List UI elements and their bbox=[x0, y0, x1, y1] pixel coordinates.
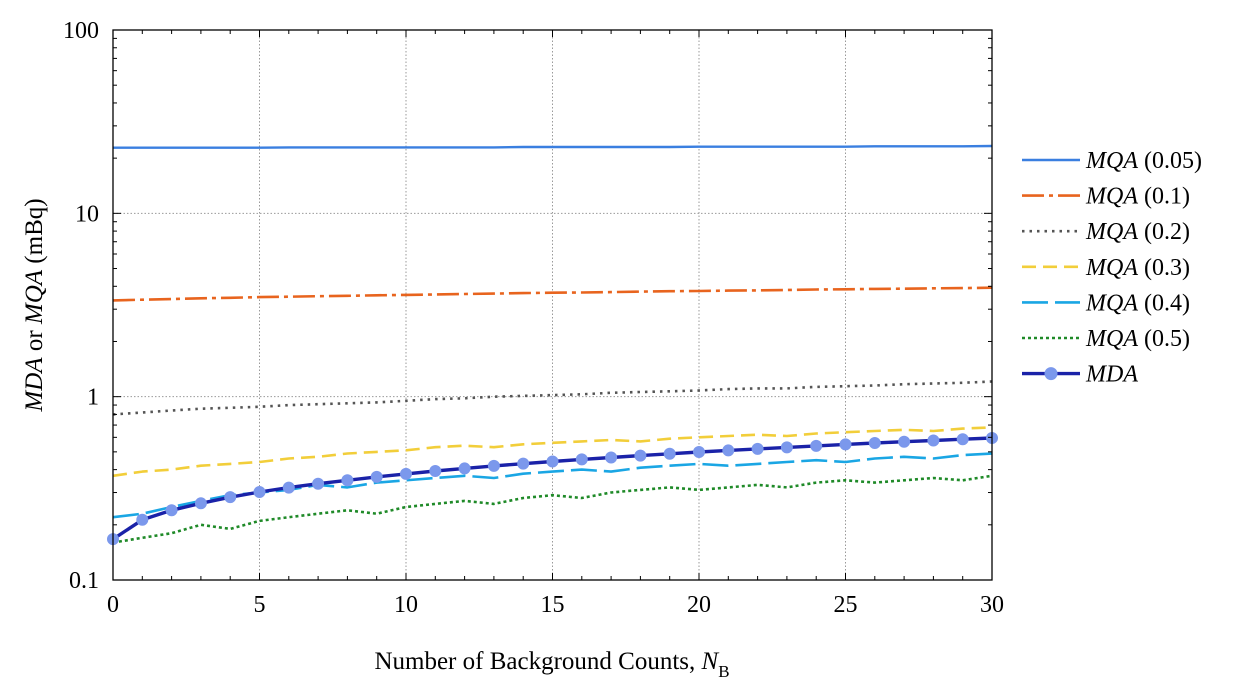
y-axis-label-unit: (mBq) bbox=[21, 198, 48, 270]
mda-data-point bbox=[546, 455, 559, 468]
series-line-0 bbox=[113, 144, 993, 149]
mda-data-point bbox=[194, 497, 207, 510]
legend-entry-4: MQA (0.4) bbox=[1085, 290, 1190, 316]
mda-data-point bbox=[341, 474, 354, 487]
legend-entry-name: MQA bbox=[1085, 219, 1138, 245]
mda-data-point bbox=[165, 504, 178, 517]
legend-entry-param: (0.05) bbox=[1138, 148, 1202, 174]
mda-data-point bbox=[780, 441, 793, 454]
axis-ticks bbox=[112, 29, 993, 581]
legend-entry-name: MDA bbox=[1085, 362, 1138, 388]
mda-data-point bbox=[810, 439, 823, 452]
x-axis-label-var: N bbox=[701, 648, 720, 675]
mda-data-point bbox=[898, 435, 911, 448]
series-line-5 bbox=[112, 474, 993, 544]
mda-data-point bbox=[370, 470, 383, 483]
mda-data-point bbox=[253, 485, 266, 498]
mda-data-point bbox=[429, 465, 442, 478]
legend-entry-param: (0.5) bbox=[1138, 326, 1190, 352]
legend-entry-1: MQA (0.1) bbox=[1085, 184, 1190, 210]
x-tick-label: 10 bbox=[394, 592, 418, 618]
mda-data-point bbox=[839, 438, 852, 451]
x-axis-label: Number of Background Counts, NB bbox=[374, 648, 729, 681]
legend: MQA (0.05)MQA (0.1)MQA (0.2)MQA (0.3)MQA… bbox=[1022, 148, 1202, 388]
legend-entry-6: MDA bbox=[1085, 362, 1138, 388]
x-axis-label-sub: B bbox=[718, 662, 729, 681]
mda-data-point bbox=[751, 442, 764, 455]
x-tick-label: 15 bbox=[541, 592, 565, 618]
y-tick-label: 0.1 bbox=[69, 568, 99, 594]
y-tick-label: 100 bbox=[63, 18, 99, 44]
legend-entry-param: (0.1) bbox=[1138, 184, 1190, 210]
legend-entry-2: MQA (0.2) bbox=[1085, 219, 1190, 245]
legend-entry-name: MQA bbox=[1085, 148, 1138, 174]
mda-data-point bbox=[575, 453, 588, 466]
y-axis-label-mda: MDA bbox=[21, 357, 48, 413]
legend-entry-param: (0.3) bbox=[1138, 255, 1190, 281]
legend-entry-5: MQA (0.5) bbox=[1085, 326, 1190, 352]
mda-data-point bbox=[956, 433, 969, 446]
x-axis-label-text: Number of Background Counts, bbox=[374, 648, 701, 675]
series-line-3 bbox=[112, 426, 993, 478]
legend-entry-name: MQA bbox=[1085, 290, 1138, 316]
y-axis-label: MDA or MQA (mBq) bbox=[21, 198, 48, 412]
legend-entry-name: MQA bbox=[1085, 326, 1138, 352]
legend-entry-param: (0.4) bbox=[1138, 290, 1190, 316]
mda-data-point bbox=[927, 434, 940, 447]
mda-data-point bbox=[282, 481, 295, 494]
mda-data-point bbox=[400, 467, 412, 480]
mda-data-point bbox=[517, 457, 530, 470]
mda-data-point bbox=[868, 436, 881, 449]
grid-lines bbox=[113, 30, 992, 580]
mda-data-point bbox=[487, 459, 500, 472]
axis-tick-labels: 0 5 10 15 20 25 30 0.1 1 10 100 bbox=[63, 18, 1004, 618]
x-tick-label: 20 bbox=[687, 592, 711, 618]
mda-data-point bbox=[663, 447, 676, 460]
legend-entry-0: MQA (0.05) bbox=[1085, 148, 1202, 174]
legend-marker bbox=[1044, 367, 1058, 381]
mda-data-point bbox=[224, 491, 237, 504]
x-tick-label: 5 bbox=[254, 592, 266, 618]
mda-data-point bbox=[693, 446, 705, 459]
mda-data-point bbox=[634, 449, 647, 462]
mda-data-point bbox=[136, 513, 149, 526]
y-axis-label-or: or bbox=[21, 324, 48, 357]
y-tick-label: 10 bbox=[75, 201, 99, 227]
legend-entry-param: (0.2) bbox=[1138, 219, 1190, 245]
series-lines bbox=[107, 144, 998, 546]
mda-data-point bbox=[458, 462, 471, 475]
x-tick-label: 0 bbox=[107, 592, 119, 618]
x-tick-label: 25 bbox=[834, 592, 858, 618]
legend-entry-name: MQA bbox=[1085, 255, 1138, 281]
series-line-1 bbox=[112, 286, 993, 302]
x-tick-label: 30 bbox=[980, 592, 1004, 618]
y-axis-label-mqa: MQA bbox=[21, 269, 48, 325]
mda-data-point bbox=[722, 444, 735, 457]
legend-entry-name: MQA bbox=[1085, 184, 1138, 210]
plot-area-frame bbox=[112, 29, 993, 581]
mda-data-point bbox=[312, 477, 325, 490]
y-tick-label: 1 bbox=[87, 385, 99, 411]
mda-data-point bbox=[605, 451, 618, 464]
legend-entry-3: MQA (0.3) bbox=[1085, 255, 1190, 281]
